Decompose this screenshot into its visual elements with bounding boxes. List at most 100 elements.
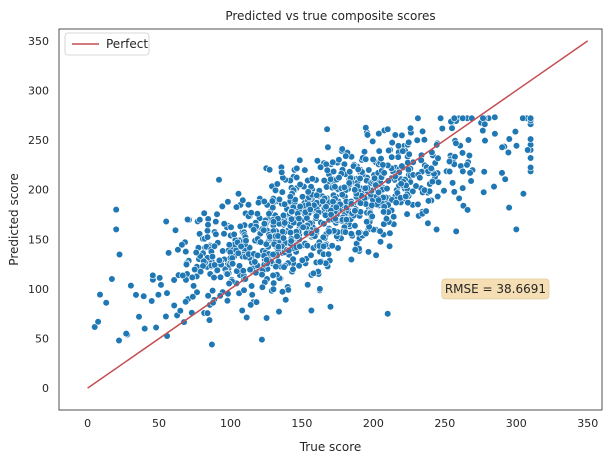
scatter-point — [386, 229, 394, 237]
scatter-point — [338, 145, 346, 153]
scatter-point — [365, 166, 373, 174]
scatter-point — [450, 114, 458, 122]
scatter-point — [351, 222, 359, 230]
scatter-point — [313, 191, 321, 199]
scatter-point — [204, 292, 212, 300]
scatter-point — [210, 242, 218, 250]
scatter-point — [286, 229, 295, 237]
scatter-point — [273, 180, 281, 188]
scatter-point — [149, 271, 157, 280]
scatter-point — [238, 306, 246, 315]
scatter-point — [243, 313, 251, 322]
scatter-point — [434, 178, 443, 186]
scatter-point — [464, 206, 472, 214]
scatter-point — [225, 241, 233, 249]
scatter-point — [392, 199, 400, 207]
scatter-point — [239, 196, 247, 204]
scatter-point — [361, 184, 369, 192]
scatter-point — [213, 266, 221, 274]
scatter-point — [351, 186, 359, 194]
scatter-point — [304, 281, 312, 289]
scatter-point — [210, 273, 218, 282]
y-tick-label: 300 — [28, 85, 49, 98]
scatter-point — [289, 265, 297, 273]
scatter-point — [329, 158, 337, 166]
scatter-point — [96, 291, 104, 299]
scatter-point — [398, 131, 406, 139]
scatter-point — [449, 179, 457, 187]
scatter-point — [328, 242, 336, 250]
scatter-point — [209, 287, 217, 295]
scatter-point — [331, 183, 339, 191]
scatter-point — [340, 183, 348, 191]
scatter-point — [122, 330, 130, 338]
scatter-point — [434, 192, 442, 201]
scatter-point — [505, 204, 513, 212]
scatter-point — [223, 297, 231, 305]
scatter-point — [280, 263, 288, 271]
scatter-point — [404, 199, 412, 207]
scatter-point — [342, 152, 350, 160]
scatter-point — [190, 282, 198, 290]
perfect-line — [87, 40, 589, 389]
scatter-point — [248, 282, 256, 290]
scatter-point — [377, 155, 385, 163]
scatter-point — [332, 203, 340, 211]
scatter-point — [438, 124, 446, 133]
scatter-point — [319, 233, 327, 241]
axis-ticks: 0 50 100 150 200 250 300 350 0 50 100 150 200 250 300 3… — [28, 35, 598, 430]
scatter-point — [459, 114, 467, 122]
scatter-point — [287, 215, 296, 223]
scatter-point — [526, 163, 535, 172]
scatter-point — [102, 299, 110, 307]
y-tick-label: 50 — [35, 333, 49, 346]
scatter-points — [91, 113, 535, 349]
scatter-point — [184, 215, 192, 224]
scatter-point — [313, 157, 322, 165]
scatter-point — [319, 197, 327, 205]
scatter-point — [254, 251, 262, 259]
scatter-point — [247, 301, 255, 309]
scatter-point — [203, 233, 212, 241]
scatter-point — [204, 221, 212, 229]
scatter-point — [296, 156, 304, 164]
scatter-point — [452, 227, 460, 235]
scatter-point — [323, 125, 331, 133]
scatter-point — [526, 114, 535, 122]
scatter-point — [162, 312, 170, 321]
scatter-point — [511, 128, 520, 136]
scatter-point — [246, 266, 254, 274]
scatter-point — [375, 147, 383, 155]
scatter-point — [422, 207, 430, 215]
y-tick-label: 200 — [28, 184, 49, 197]
scatter-point — [203, 227, 212, 235]
scatter-point — [524, 146, 532, 154]
scatter-point — [440, 187, 448, 195]
scatter-point — [347, 230, 355, 238]
scatter-point — [279, 234, 288, 242]
x-tick-label: 300 — [506, 417, 527, 430]
scatter-point — [458, 149, 467, 157]
scatter-point — [179, 271, 187, 280]
scatter-point — [156, 274, 164, 282]
scatter-point — [215, 176, 223, 184]
scatter-point — [386, 242, 394, 250]
scatter-point — [239, 267, 247, 275]
scatter-point — [397, 180, 405, 188]
scatter-point — [383, 185, 391, 193]
scatter-point — [356, 174, 364, 183]
scatter-point — [384, 310, 392, 318]
scatter-point — [148, 297, 156, 305]
scatter-point — [324, 250, 333, 258]
scatter-point — [182, 248, 190, 256]
scatter-point — [132, 291, 140, 299]
scatter-point — [244, 201, 253, 209]
scatter-point — [380, 169, 388, 177]
scatter-point — [345, 179, 353, 187]
scatter-point — [391, 131, 399, 139]
scatter-point — [182, 260, 191, 269]
scatter-point — [196, 216, 204, 224]
scatter-point — [355, 229, 363, 237]
scatter-point — [376, 227, 384, 235]
y-tick-label: 250 — [28, 134, 49, 147]
